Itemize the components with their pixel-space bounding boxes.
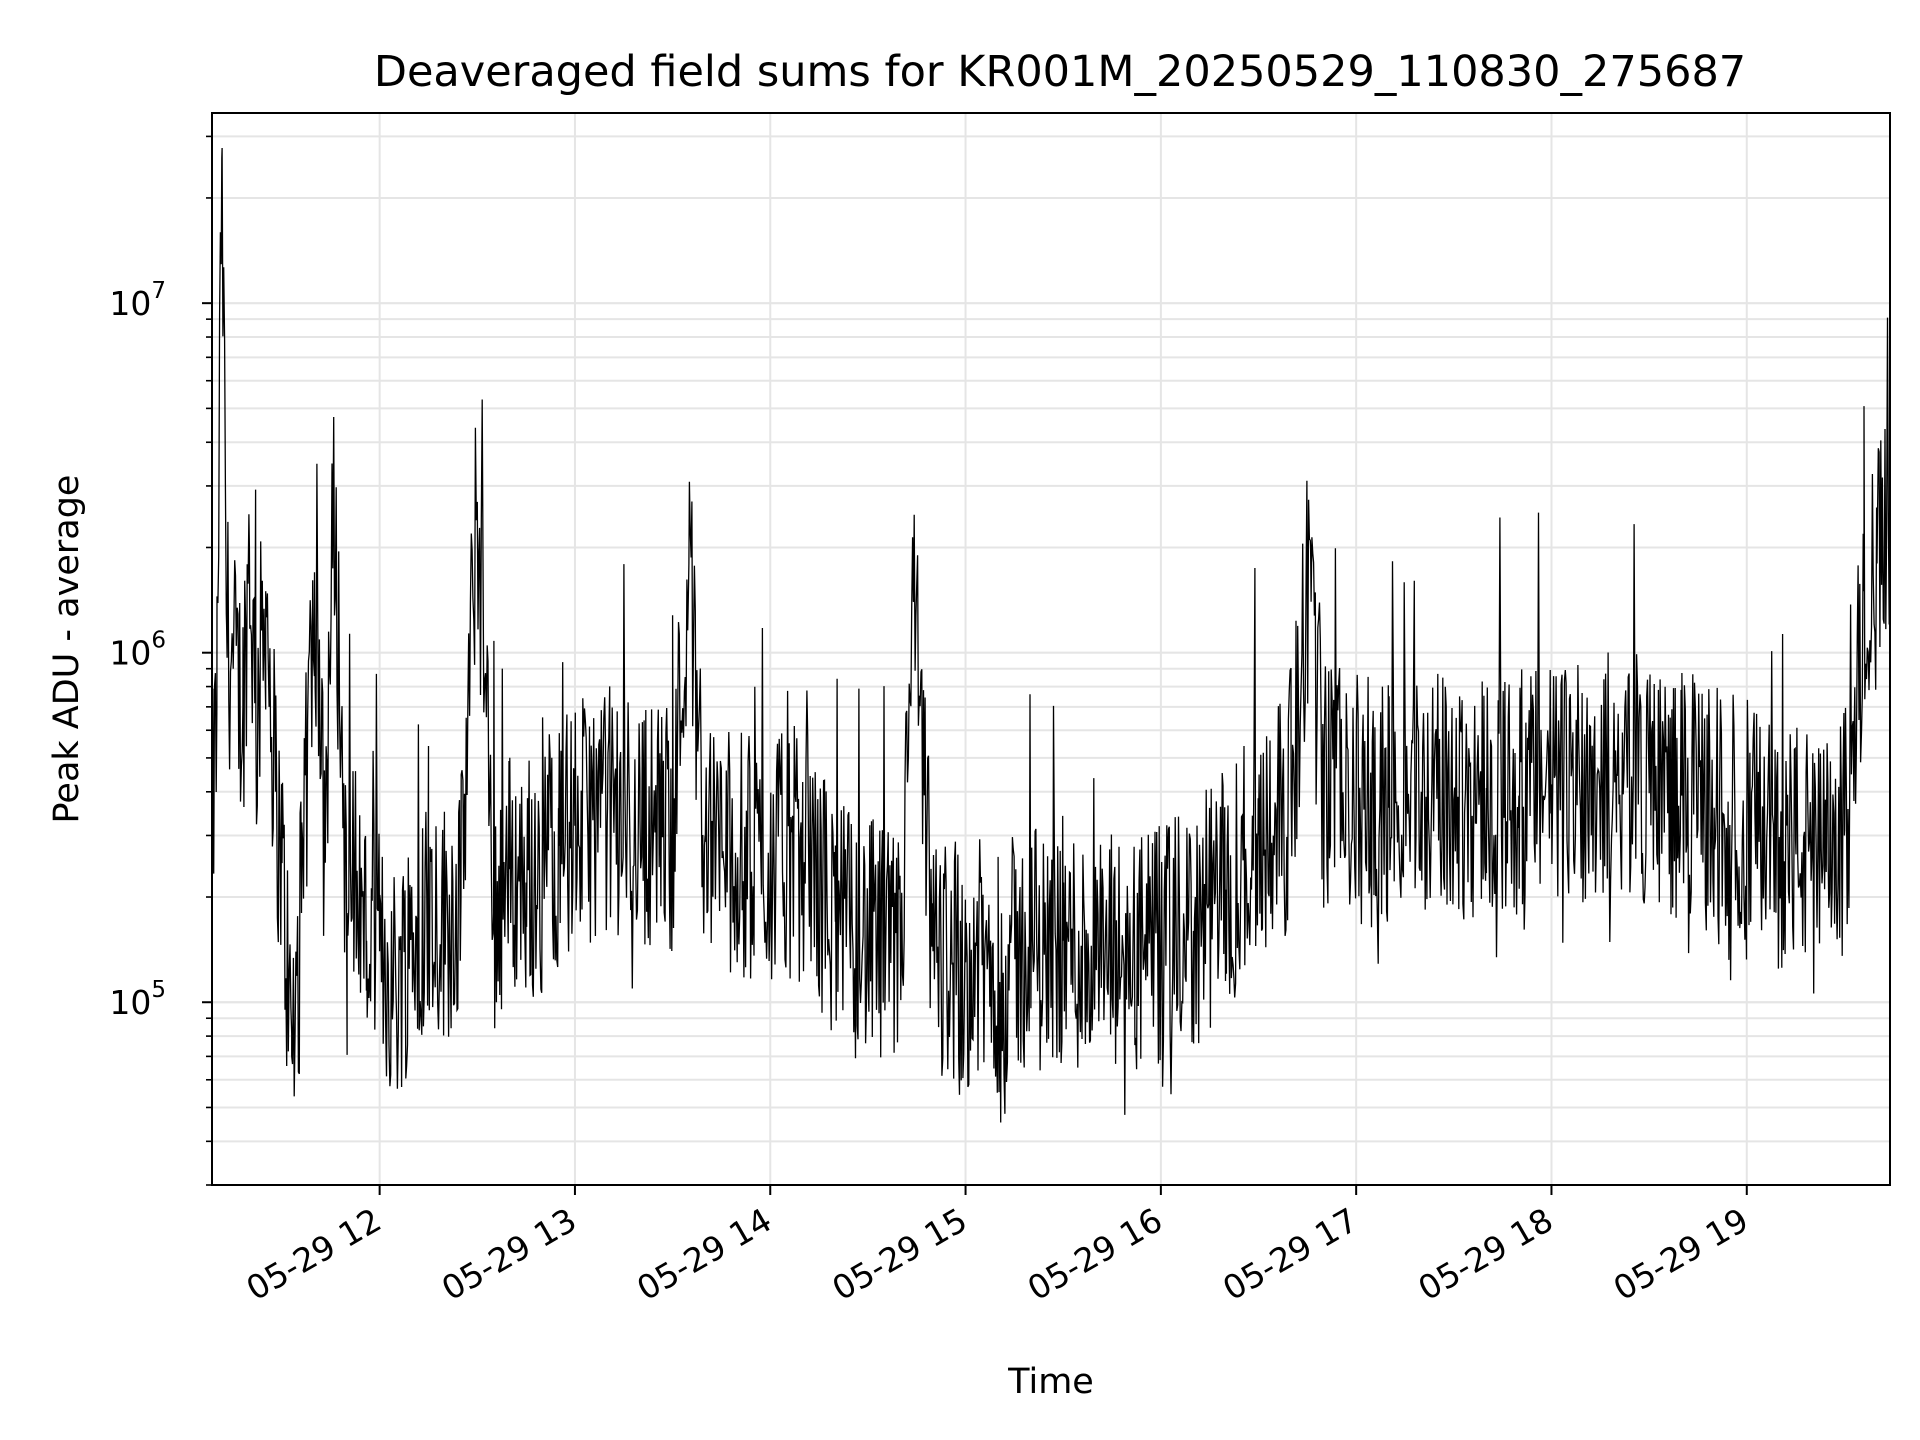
y-axis-label: Peak ADU - average bbox=[47, 475, 87, 824]
data-series bbox=[211, 147, 1891, 1123]
x-axis-label: Time bbox=[1007, 1362, 1094, 1402]
chart-title: Deaveraged field sums for KR001M_2025052… bbox=[374, 47, 1746, 97]
series-line bbox=[211, 147, 1891, 1123]
y-tick-label: 106 bbox=[109, 628, 166, 673]
plot-area-frame bbox=[211, 112, 1891, 1186]
